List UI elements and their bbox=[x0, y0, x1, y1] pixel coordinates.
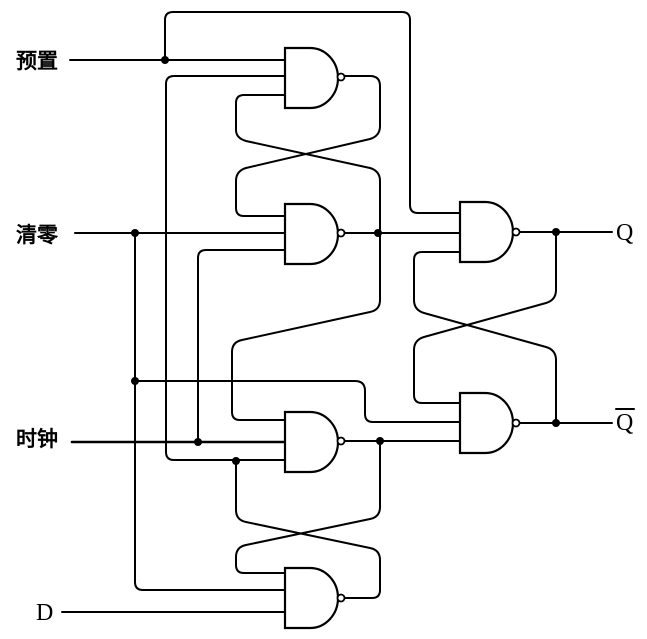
clear-to-gate5 bbox=[134, 380, 461, 423]
junction-preset bbox=[161, 56, 169, 64]
junction-g2-out bbox=[374, 229, 382, 237]
q-feedback bbox=[413, 231, 557, 404]
g1-feedback bbox=[165, 75, 286, 461]
q-output-label: Q bbox=[616, 220, 633, 246]
g3-cross bbox=[235, 440, 381, 574]
junction-clock bbox=[194, 438, 202, 446]
junction-q bbox=[552, 228, 560, 236]
nand-gate-1 bbox=[283, 46, 346, 110]
junction-qbar bbox=[552, 419, 560, 427]
clear-label: 清零 bbox=[16, 223, 59, 247]
nand-gate-6-qbar bbox=[458, 391, 521, 455]
qbar-feedback bbox=[413, 251, 557, 424]
nand-gate-5-q bbox=[458, 200, 521, 264]
nand-gate-4 bbox=[283, 566, 346, 630]
preset-label: 预置 bbox=[16, 49, 58, 73]
d-label: D bbox=[36, 600, 53, 626]
junction-clear-g5 bbox=[131, 377, 139, 385]
junctions bbox=[131, 56, 560, 465]
g4-back-to-g3 bbox=[235, 460, 381, 599]
clear-vertical-bus bbox=[134, 232, 286, 591]
nand-gate-2 bbox=[283, 202, 346, 266]
junction-clear bbox=[131, 229, 139, 237]
q-bar-output-label: Q bbox=[616, 410, 633, 436]
clock-to-gate2 bbox=[197, 249, 286, 443]
junction-g3-out bbox=[376, 437, 384, 445]
clock-label: 时钟 bbox=[16, 427, 58, 451]
wires bbox=[61, 11, 613, 613]
nand-gate-3 bbox=[283, 410, 346, 474]
g2-back-to-g1 bbox=[231, 94, 381, 421]
preset-to-top-bus bbox=[164, 11, 461, 214]
junction-g4-back bbox=[232, 457, 240, 465]
